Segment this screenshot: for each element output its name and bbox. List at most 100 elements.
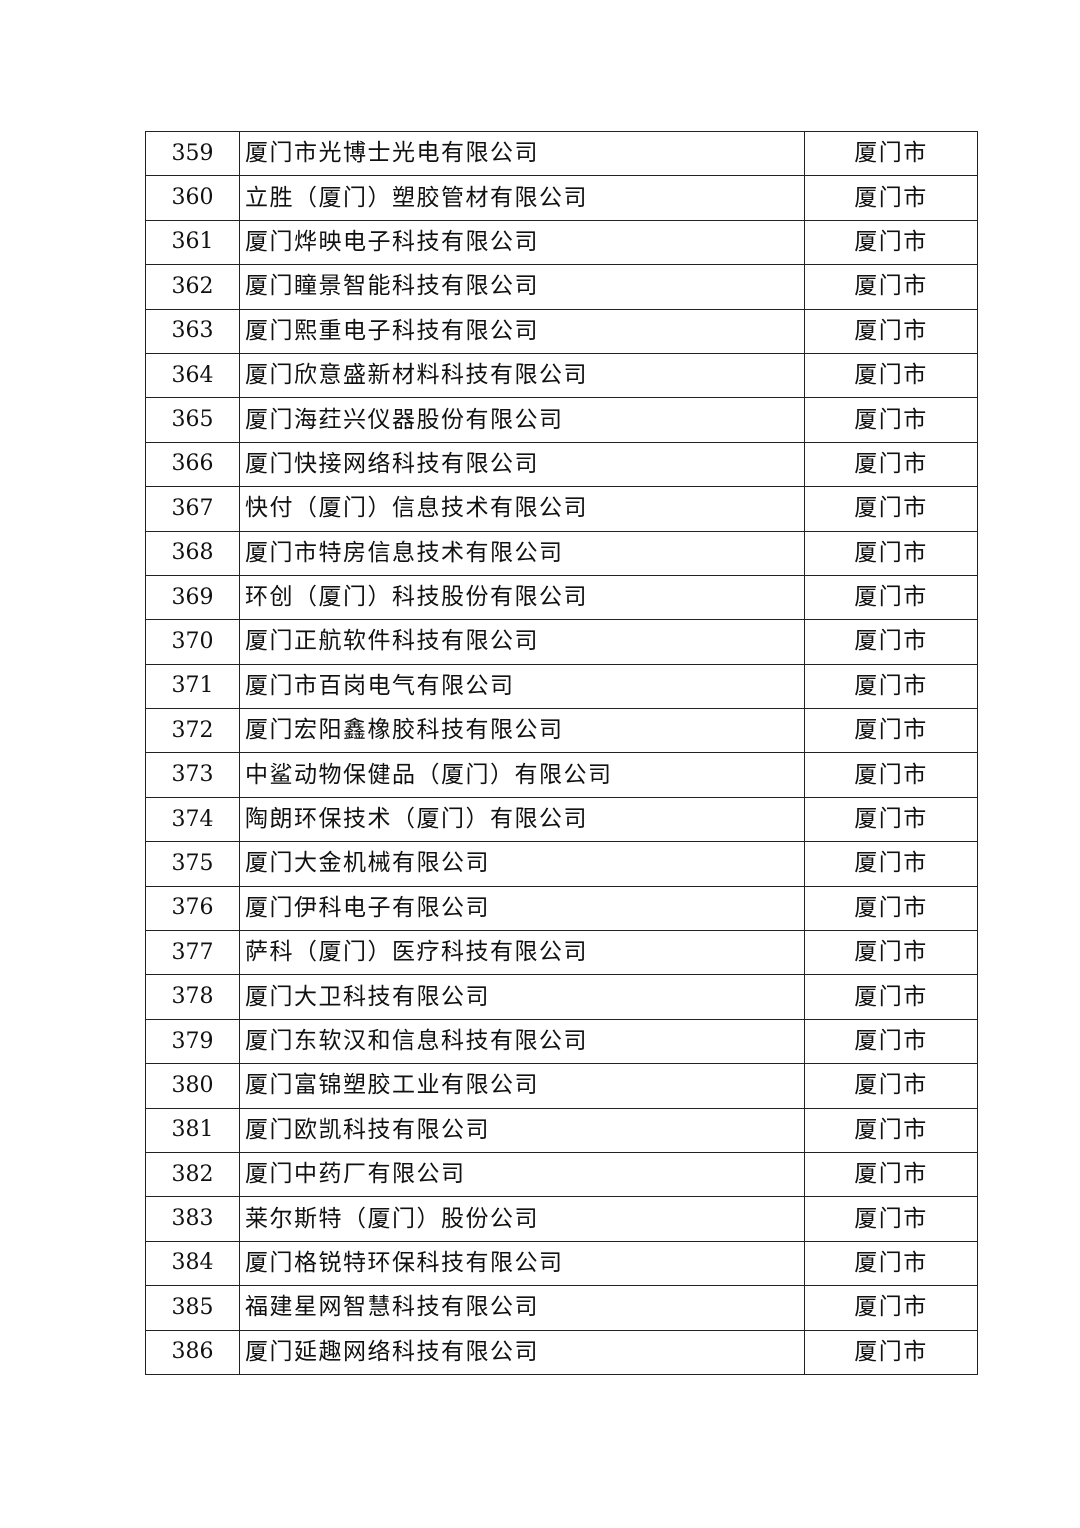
- row-number: 359: [145, 130, 240, 177]
- table-row: 382 厦门中药厂有限公司 厦门市: [145, 1151, 978, 1198]
- company-name: 厦门瞳景智能科技有限公司: [239, 264, 805, 310]
- row-number: 375: [145, 841, 240, 887]
- row-number: 368: [145, 530, 240, 576]
- table-row: 381 厦门欧凯科技有限公司 厦门市: [145, 1107, 978, 1153]
- table-row: 378 厦门大卫科技有限公司 厦门市: [145, 974, 978, 1020]
- company-name: 立胜（厦门）塑胶管材有限公司: [239, 175, 805, 221]
- row-number: 364: [145, 352, 240, 399]
- company-name: 厦门欣意盛新材料科技有限公司: [239, 352, 805, 399]
- row-number: 363: [145, 308, 240, 354]
- table-row: 368 厦门市特房信息技术有限公司 厦门市: [145, 530, 978, 576]
- company-name: 厦门市百岗电气有限公司: [239, 663, 805, 710]
- table-row: 375 厦门大金机械有限公司 厦门市: [145, 841, 978, 887]
- row-number: 385: [145, 1285, 240, 1331]
- city-name: 厦门市: [804, 441, 978, 488]
- row-number: 360: [145, 175, 240, 221]
- row-number: 361: [145, 219, 240, 266]
- company-name: 厦门市特房信息技术有限公司: [239, 530, 805, 576]
- table-row: 369 环创（厦门）科技股份有限公司 厦门市: [145, 574, 978, 621]
- row-number: 372: [145, 708, 240, 754]
- row-number: 384: [145, 1240, 240, 1287]
- city-name: 厦门市: [804, 1196, 978, 1242]
- city-name: 厦门市: [804, 663, 978, 710]
- company-name: 福建星网智慧科技有限公司: [239, 1285, 805, 1331]
- row-number: 378: [145, 974, 240, 1020]
- row-number: 386: [145, 1329, 240, 1375]
- company-name: 萨科（厦门）医疗科技有限公司: [239, 930, 805, 976]
- table-row: 380 厦门富锦塑胶工业有限公司 厦门市: [145, 1063, 978, 1109]
- company-name: 厦门熙重电子科技有限公司: [239, 308, 805, 354]
- table-row: 363 厦门熙重电子科技有限公司 厦门市: [145, 308, 978, 354]
- city-name: 厦门市: [804, 885, 978, 932]
- table-row: 373 中鲨动物保健品（厦门）有限公司 厦门市: [145, 752, 978, 798]
- row-number: 381: [145, 1107, 240, 1153]
- company-name: 厦门市光博士光电有限公司: [239, 130, 805, 177]
- table-row: 360 立胜（厦门）塑胶管材有限公司 厦门市: [145, 175, 978, 221]
- table-body: 359 厦门市光博士光电有限公司 厦门市 360 立胜（厦门）塑胶管材有限公司 厦门市 36…: [145, 130, 978, 1375]
- table-row: 376 厦门伊科电子有限公司 厦门市: [145, 885, 978, 932]
- company-name: 莱尔斯特（厦门）股份公司: [239, 1196, 805, 1242]
- table-row: 371 厦门市百岗电气有限公司 厦门市: [145, 663, 978, 710]
- company-name: 厦门格锐特环保科技有限公司: [239, 1240, 805, 1287]
- city-name: 厦门市: [804, 397, 978, 443]
- table-row: 374 陶朗环保技术（厦门）有限公司 厦门市: [145, 796, 978, 843]
- table-row: 385 福建星网智慧科技有限公司 厦门市: [145, 1285, 978, 1331]
- city-name: 厦门市: [804, 574, 978, 621]
- table-row: 370 厦门正航软件科技有限公司 厦门市: [145, 619, 978, 665]
- row-number: 371: [145, 663, 240, 710]
- company-name: 中鲨动物保健品（厦门）有限公司: [239, 752, 805, 798]
- city-name: 厦门市: [804, 308, 978, 354]
- row-number: 367: [145, 486, 240, 532]
- city-name: 厦门市: [804, 619, 978, 665]
- city-name: 厦门市: [804, 708, 978, 754]
- city-name: 厦门市: [804, 352, 978, 399]
- table-row: 384 厦门格锐特环保科技有限公司 厦门市: [145, 1240, 978, 1287]
- row-number: 366: [145, 441, 240, 488]
- city-name: 厦门市: [804, 1063, 978, 1109]
- row-number: 383: [145, 1196, 240, 1242]
- company-name: 厦门东软汉和信息科技有限公司: [239, 1018, 805, 1065]
- table-row: 364 厦门欣意盛新材料科技有限公司 厦门市: [145, 352, 978, 399]
- row-number: 374: [145, 796, 240, 843]
- table-row: 367 快付（厦门）信息技术有限公司 厦门市: [145, 486, 978, 532]
- table-row: 379 厦门东软汉和信息科技有限公司 厦门市: [145, 1018, 978, 1065]
- company-name: 厦门延趣网络科技有限公司: [239, 1329, 805, 1375]
- table-row: 365 厦门海荭兴仪器股份有限公司 厦门市: [145, 397, 978, 443]
- company-name: 厦门中药厂有限公司: [239, 1151, 805, 1198]
- city-name: 厦门市: [804, 1151, 978, 1198]
- table-row: 366 厦门快接网络科技有限公司 厦门市: [145, 441, 978, 488]
- city-name: 厦门市: [804, 486, 978, 532]
- row-number: 370: [145, 619, 240, 665]
- city-name: 厦门市: [804, 841, 978, 887]
- row-number: 377: [145, 930, 240, 976]
- row-number: 369: [145, 574, 240, 621]
- row-number: 373: [145, 752, 240, 798]
- city-name: 厦门市: [804, 264, 978, 310]
- company-name: 厦门欧凯科技有限公司: [239, 1107, 805, 1153]
- company-name: 快付（厦门）信息技术有限公司: [239, 486, 805, 532]
- company-name: 厦门正航软件科技有限公司: [239, 619, 805, 665]
- city-name: 厦门市: [804, 1240, 978, 1287]
- city-name: 厦门市: [804, 974, 978, 1020]
- company-name: 环创（厦门）科技股份有限公司: [239, 574, 805, 621]
- table-row: 383 莱尔斯特（厦门）股份公司 厦门市: [145, 1196, 978, 1242]
- table-row: 372 厦门宏阳鑫橡胶科技有限公司 厦门市: [145, 708, 978, 754]
- table-row: 377 萨科（厦门）医疗科技有限公司 厦门市: [145, 930, 978, 976]
- row-number: 379: [145, 1018, 240, 1065]
- city-name: 厦门市: [804, 796, 978, 843]
- city-name: 厦门市: [804, 1285, 978, 1331]
- row-number: 380: [145, 1063, 240, 1109]
- city-name: 厦门市: [804, 130, 978, 177]
- table-row: 361 厦门烨映电子科技有限公司 厦门市: [145, 219, 978, 266]
- city-name: 厦门市: [804, 1329, 978, 1375]
- company-name: 厦门大卫科技有限公司: [239, 974, 805, 1020]
- city-name: 厦门市: [804, 219, 978, 266]
- table-row: 362 厦门瞳景智能科技有限公司 厦门市: [145, 264, 978, 310]
- city-name: 厦门市: [804, 530, 978, 576]
- company-name: 陶朗环保技术（厦门）有限公司: [239, 796, 805, 843]
- row-number: 365: [145, 397, 240, 443]
- company-list-table: 359 厦门市光博士光电有限公司 厦门市 360 立胜（厦门）塑胶管材有限公司 厦门市 36…: [145, 130, 978, 1375]
- company-name: 厦门伊科电子有限公司: [239, 885, 805, 932]
- city-name: 厦门市: [804, 175, 978, 221]
- company-name: 厦门烨映电子科技有限公司: [239, 219, 805, 266]
